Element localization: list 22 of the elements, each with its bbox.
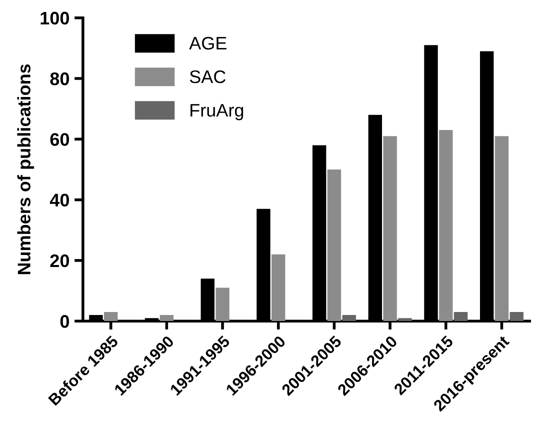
bar bbox=[383, 136, 397, 322]
y-tick-label: 80 bbox=[50, 72, 69, 86]
bar bbox=[104, 312, 118, 322]
y-tick-label: 0 bbox=[60, 315, 69, 328]
legend-label: SAC bbox=[190, 70, 226, 84]
bar bbox=[398, 318, 412, 322]
bar bbox=[327, 169, 342, 322]
y-tick-label: 100 bbox=[40, 12, 69, 25]
bar bbox=[216, 288, 230, 322]
bar bbox=[342, 315, 356, 322]
legend-label: AGE bbox=[189, 36, 226, 50]
y-tick-label: 40 bbox=[50, 194, 69, 207]
bar bbox=[510, 312, 524, 322]
y-tick-label: 60 bbox=[50, 133, 69, 146]
bar bbox=[439, 130, 453, 322]
bar bbox=[494, 136, 509, 322]
bar bbox=[454, 312, 468, 322]
bar bbox=[160, 315, 174, 322]
bar bbox=[272, 254, 286, 322]
legend-label: FruArg bbox=[190, 104, 244, 120]
y-tick-label: 20 bbox=[50, 254, 69, 268]
y-axis-title: Numbers of publications bbox=[17, 64, 34, 274]
